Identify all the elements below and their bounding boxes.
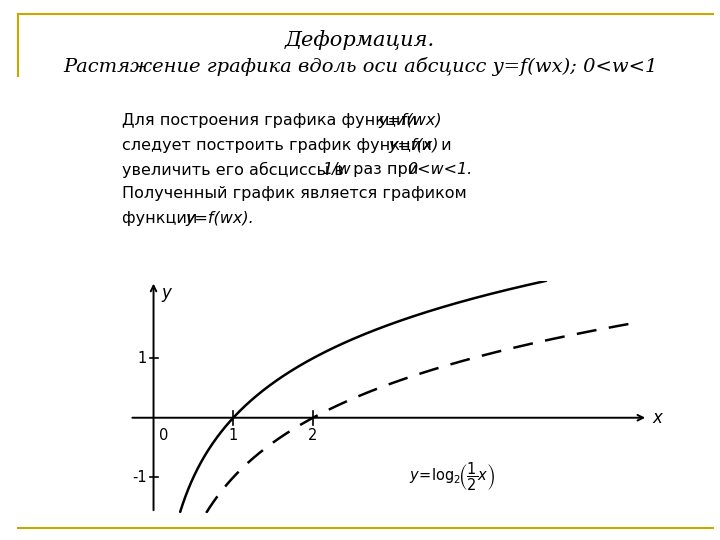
Text: y=f(x): y=f(x) xyxy=(389,138,439,153)
Text: $y\!=\!\log_2\!\!\left(\dfrac{1}{2}x\right)$: $y\!=\!\log_2\!\!\left(\dfrac{1}{2}x\rig… xyxy=(409,461,495,493)
Text: 1: 1 xyxy=(138,350,147,366)
Text: y=f(wx).: y=f(wx). xyxy=(186,211,254,226)
Text: Растяжение графика вдоль оси абсцисс y=f(wx); 0<w<1: Растяжение графика вдоль оси абсцисс y=f… xyxy=(63,57,657,76)
Text: раз при: раз при xyxy=(348,162,423,177)
Text: Для построения графика функции: Для построения графика функции xyxy=(122,113,423,129)
Text: 1: 1 xyxy=(229,428,238,443)
Text: 2: 2 xyxy=(308,428,318,443)
Text: y: y xyxy=(161,284,171,302)
Text: следует построить график функции: следует построить график функции xyxy=(122,138,438,153)
Text: 1/w: 1/w xyxy=(322,162,351,177)
Text: функции: функции xyxy=(122,211,203,226)
Text: x: x xyxy=(652,409,662,427)
Text: -1: -1 xyxy=(132,470,147,485)
Text: 0: 0 xyxy=(159,428,168,443)
Text: 0<w<1.: 0<w<1. xyxy=(407,162,472,177)
Text: Деформация.: Деформация. xyxy=(285,30,435,50)
Text: и: и xyxy=(436,138,451,153)
Text: y=f(wx): y=f(wx) xyxy=(378,113,441,129)
Text: увеличить его абсциссы в: увеличить его абсциссы в xyxy=(122,162,349,178)
Text: Полученный график является графиком: Полученный график является графиком xyxy=(122,186,467,201)
